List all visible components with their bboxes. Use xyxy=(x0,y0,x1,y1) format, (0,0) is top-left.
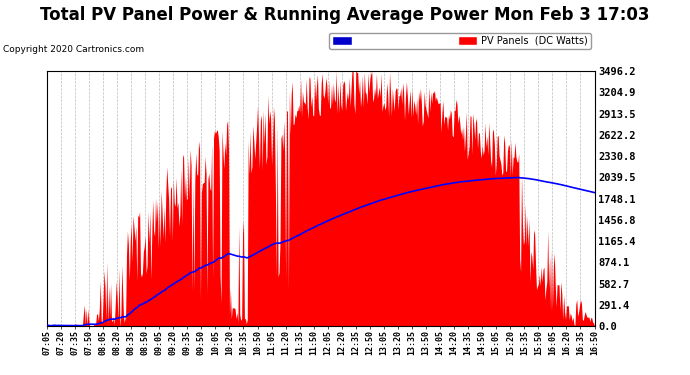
Legend: Average  (DC Watts), PV Panels  (DC Watts): Average (DC Watts), PV Panels (DC Watts) xyxy=(329,33,591,49)
Text: Copyright 2020 Cartronics.com: Copyright 2020 Cartronics.com xyxy=(3,45,145,54)
Text: Total PV Panel Power & Running Average Power Mon Feb 3 17:03: Total PV Panel Power & Running Average P… xyxy=(40,6,650,24)
